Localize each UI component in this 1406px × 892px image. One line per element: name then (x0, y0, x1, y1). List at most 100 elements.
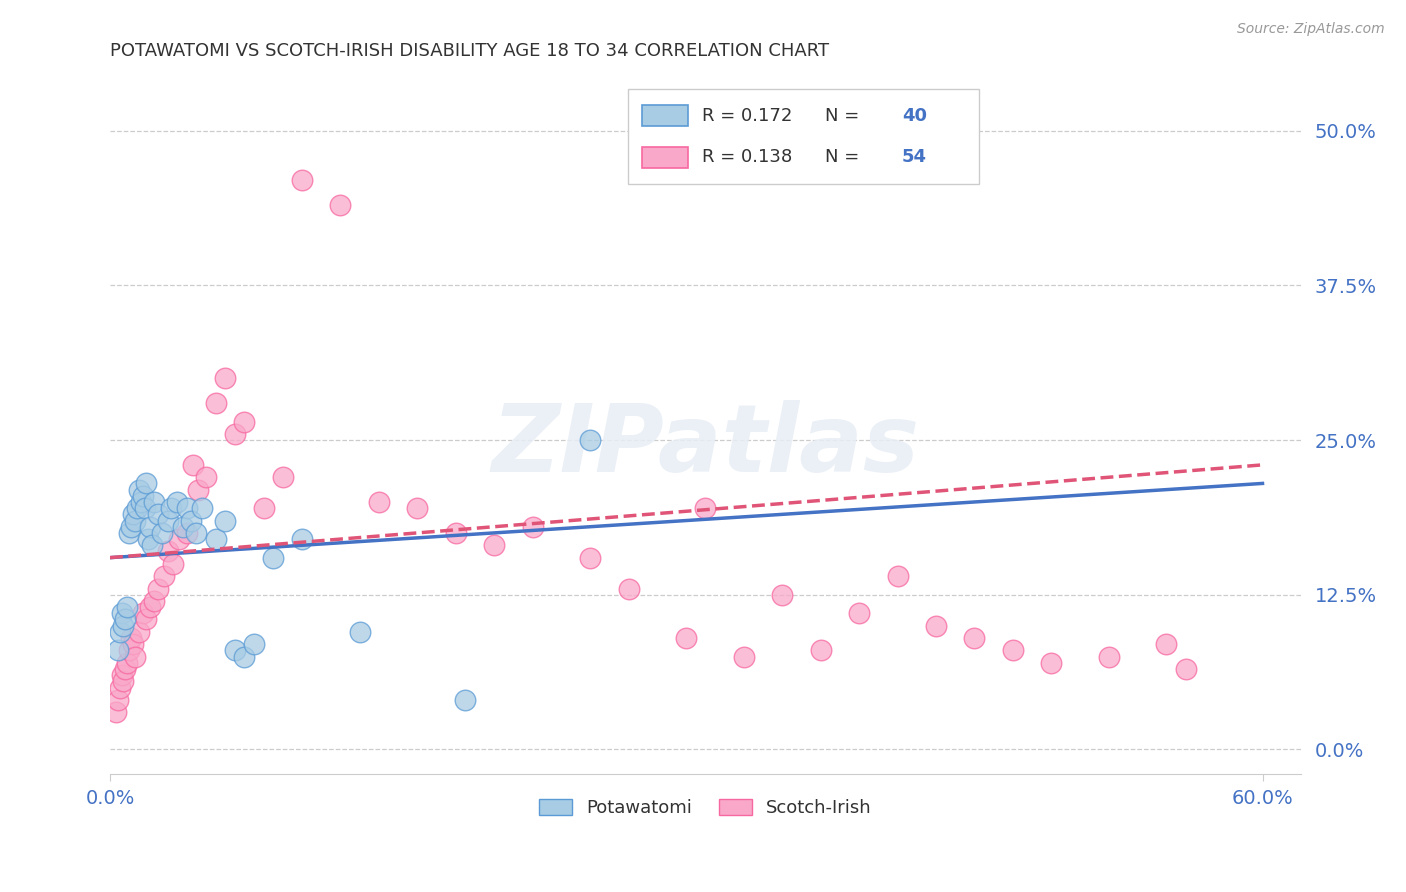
Point (108, 624, 131, 639)
Point (186, 525, 208, 540)
Point (135, 613, 157, 627)
Point (120, 631, 142, 645)
Point (107, 643, 129, 657)
Point (112, 618, 135, 632)
Point (886, 569, 908, 583)
Point (1156, 637, 1178, 651)
Point (454, 693, 477, 707)
Point (120, 519, 142, 533)
Point (233, 649, 256, 664)
Point (143, 495, 166, 509)
Point (107, 693, 129, 707)
Point (166, 495, 188, 509)
Point (733, 649, 755, 664)
Point (114, 662, 136, 676)
Point (138, 532, 160, 546)
Text: R = 0.138: R = 0.138 (702, 148, 792, 166)
Point (214, 514, 236, 528)
Point (349, 624, 371, 639)
Point (134, 501, 156, 516)
Point (110, 668, 132, 682)
Point (367, 495, 389, 509)
Point (291, 532, 314, 546)
Point (1040, 656, 1063, 670)
Point (150, 525, 173, 540)
Point (406, 501, 429, 516)
Point (117, 600, 139, 615)
Point (108, 681, 131, 695)
Point (444, 525, 467, 540)
Point (181, 458, 204, 472)
Text: Source: ZipAtlas.com: Source: ZipAtlas.com (1237, 22, 1385, 37)
Point (1001, 643, 1024, 657)
Point (243, 637, 266, 651)
Point (122, 637, 145, 651)
Point (180, 514, 202, 528)
Point (129, 495, 152, 509)
Point (848, 607, 870, 621)
FancyBboxPatch shape (643, 105, 688, 126)
FancyBboxPatch shape (643, 146, 688, 168)
Point (176, 501, 198, 516)
Point (162, 557, 184, 571)
Point (262, 550, 284, 565)
Point (124, 649, 146, 664)
Point (146, 508, 169, 522)
Point (770, 588, 793, 602)
Point (617, 582, 640, 596)
Point (114, 613, 136, 627)
Point (963, 631, 986, 645)
Point (160, 501, 183, 516)
Legend: Potawatomi, Scotch-Irish: Potawatomi, Scotch-Irish (531, 792, 879, 824)
Point (124, 514, 146, 528)
Point (187, 483, 209, 497)
Text: N =: N = (824, 148, 859, 166)
Point (191, 501, 214, 516)
Point (482, 538, 505, 552)
Point (224, 426, 246, 441)
Point (135, 476, 157, 491)
Point (104, 706, 127, 720)
Point (128, 624, 150, 639)
Point (329, 198, 352, 212)
Point (131, 607, 153, 621)
Point (156, 514, 179, 528)
Point (112, 674, 135, 689)
Point (204, 396, 226, 410)
Text: 54: 54 (903, 148, 927, 166)
Point (122, 508, 145, 522)
Text: ZIPatlas: ZIPatlas (491, 400, 920, 491)
Point (139, 519, 162, 533)
Point (152, 569, 174, 583)
Point (1174, 662, 1197, 676)
Point (131, 489, 153, 503)
Point (176, 525, 198, 540)
Point (579, 433, 602, 447)
Point (195, 470, 218, 484)
Point (233, 415, 256, 429)
Point (579, 550, 602, 565)
Point (110, 607, 132, 621)
Point (156, 544, 179, 558)
Point (143, 594, 166, 608)
Point (139, 600, 162, 615)
Text: POTAWATOMI VS SCOTCH-IRISH DISABILITY AGE 18 TO 34 CORRELATION CHART: POTAWATOMI VS SCOTCH-IRISH DISABILITY AG… (110, 42, 830, 60)
Point (117, 656, 139, 670)
Text: R = 0.172: R = 0.172 (702, 107, 792, 125)
Point (146, 582, 169, 596)
Point (118, 643, 141, 657)
Point (810, 643, 832, 657)
FancyBboxPatch shape (628, 89, 980, 184)
Point (291, 173, 314, 187)
Point (167, 532, 190, 546)
Point (522, 519, 544, 533)
Text: 40: 40 (903, 107, 927, 125)
Point (204, 532, 226, 546)
Point (118, 525, 141, 540)
Point (1098, 649, 1121, 664)
Text: N =: N = (824, 107, 859, 125)
Point (675, 631, 697, 645)
Point (695, 501, 717, 516)
Point (128, 483, 150, 497)
Point (224, 643, 246, 657)
